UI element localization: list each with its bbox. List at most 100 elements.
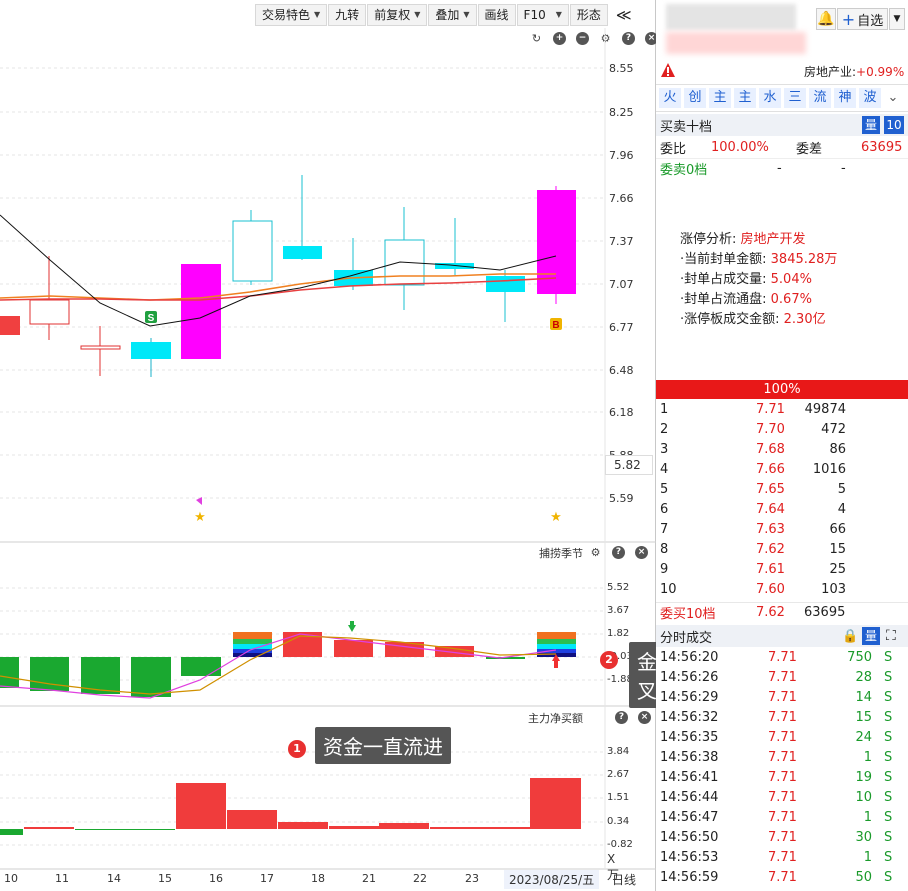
- date-tick: 15: [158, 872, 172, 885]
- jiuzhuan-button[interactable]: 九转: [328, 4, 367, 26]
- trade-volume: 24: [855, 730, 872, 745]
- ma-line-orange: [0, 273, 556, 301]
- weibi-row: 委比 100.00% 委差 63695: [660, 139, 903, 157]
- trade-row: 14:56:32 7.71 15 S: [656, 709, 908, 729]
- fuquan-dropdown[interactable]: 前复权 ▼: [367, 4, 428, 26]
- trade-volume: 750: [847, 650, 872, 665]
- indicator1-controls: ⚙ ? ×: [583, 546, 648, 559]
- tag[interactable]: 波: [859, 88, 881, 108]
- zoom-out-icon[interactable]: −: [576, 32, 589, 45]
- trade-time: 14:56:38: [660, 750, 719, 765]
- bid-volume: 25: [829, 562, 846, 577]
- bid-price: 7.65: [756, 482, 785, 497]
- trade-row: 14:56:38 7.71 1 S: [656, 749, 908, 769]
- bell-icon[interactable]: 🔔: [816, 8, 836, 30]
- gear-icon[interactable]: ⚙: [590, 546, 601, 559]
- bid-level-row[interactable]: 5 7.65 5: [656, 480, 908, 500]
- bid-level-row[interactable]: 8 7.62 15: [656, 540, 908, 560]
- industry-info[interactable]: 房地产业:+0.99%: [804, 65, 905, 79]
- date-tick: 16: [209, 872, 223, 885]
- trade-time: 14:56:32: [660, 710, 719, 725]
- order-book-header: 买卖十档 量 10: [656, 114, 908, 136]
- zoom-in-icon[interactable]: +: [553, 32, 566, 45]
- trade-price: 7.71: [768, 670, 797, 685]
- bid-level-row[interactable]: 4 7.66 1016: [656, 460, 908, 480]
- bid-level-row[interactable]: 9 7.61 25: [656, 560, 908, 580]
- level-selector[interactable]: 10: [884, 116, 904, 134]
- lock-icon[interactable]: 🔒: [842, 628, 859, 644]
- date-tick: 21: [362, 872, 376, 885]
- tag[interactable]: 神: [834, 88, 856, 108]
- candle: [486, 276, 525, 292]
- blurred-stock-price: [666, 32, 806, 54]
- bid-level-row[interactable]: 3 7.68 86: [656, 440, 908, 460]
- trade-time: 14:56:44: [660, 790, 719, 805]
- f10-dropdown[interactable]: F10 ▼: [516, 4, 569, 26]
- ma-line-red: [0, 277, 557, 301]
- close-icon[interactable]: ×: [638, 711, 651, 724]
- trade-volume: 50: [855, 870, 872, 885]
- add-watchlist-button[interactable]: + 自选: [837, 8, 888, 30]
- bid-price: 7.62: [756, 542, 785, 557]
- bid-level-num: 7: [660, 522, 669, 537]
- trade-price: 7.71: [768, 830, 797, 845]
- tag[interactable]: 水: [759, 88, 781, 108]
- bid-level-row[interactable]: 10 7.60 103: [656, 580, 908, 600]
- close-icon[interactable]: ×: [645, 32, 658, 45]
- tag[interactable]: 主: [709, 88, 731, 108]
- watchlist-dropdown[interactable]: ▼: [889, 8, 905, 30]
- draw-line-button[interactable]: 画线: [477, 4, 516, 26]
- indicator1-tick: 5.52: [607, 582, 630, 593]
- trade-time: 14:56:20: [660, 650, 719, 665]
- trade-feature-dropdown[interactable]: 交易特色 ▼: [255, 4, 328, 26]
- kline-chart-area[interactable]: 交易特色▼ 九转 前复权▼ 叠加▼ 画线 F10▼ 形态 ≪ ↻ + − ⚙ ?…: [0, 0, 665, 891]
- help-icon[interactable]: ?: [615, 711, 628, 724]
- candle: [537, 190, 576, 294]
- bid-level-row[interactable]: 7 7.63 66: [656, 520, 908, 540]
- date-tick: 11: [55, 872, 69, 885]
- bid-price: 7.63: [756, 522, 785, 537]
- expand-icon[interactable]: ⌄: [887, 90, 899, 105]
- trade-price: 7.71: [768, 710, 797, 725]
- volume-toggle-icon[interactable]: 量: [862, 627, 880, 645]
- bid-level-row[interactable]: 2 7.70 472: [656, 420, 908, 440]
- tag[interactable]: 火: [659, 88, 681, 108]
- help-icon[interactable]: ?: [612, 546, 625, 559]
- bid-level-row[interactable]: 6 7.64 4: [656, 500, 908, 520]
- buy-signal-icon: [550, 318, 562, 330]
- collapse-panel-button[interactable]: ≪: [608, 4, 639, 26]
- price-tick: 5.59: [609, 492, 634, 505]
- tag[interactable]: 创: [684, 88, 706, 108]
- volume-toggle-icon[interactable]: 量: [862, 116, 880, 134]
- bid-volume: 86: [829, 442, 846, 457]
- candlesticks: [0, 175, 576, 377]
- price-tick: 8.55: [609, 62, 634, 75]
- price-tick: 6.77: [609, 321, 634, 334]
- price-tick: 7.66: [609, 192, 634, 205]
- bid-level-row[interactable]: 1 7.71 49874: [656, 400, 908, 420]
- tag[interactable]: 主: [734, 88, 756, 108]
- help-icon[interactable]: ?: [622, 32, 635, 45]
- trade-row: 14:56:59 7.71 50 S: [656, 869, 908, 889]
- trade-volume: 1: [863, 750, 872, 765]
- bid-volume: 15: [829, 542, 846, 557]
- trade-price: 7.71: [768, 870, 797, 885]
- pattern-button[interactable]: 形态: [569, 4, 608, 26]
- fullscreen-icon[interactable]: ⛶: [886, 628, 896, 644]
- close-icon[interactable]: ×: [635, 546, 648, 559]
- trade-side: S: [884, 810, 893, 825]
- period-label[interactable]: 日线: [612, 873, 637, 887]
- caret-down-icon: ▼: [414, 10, 421, 19]
- overlay-dropdown[interactable]: 叠加 ▼: [428, 4, 477, 26]
- tag[interactable]: 流: [809, 88, 831, 108]
- plus-icon: +: [841, 9, 856, 29]
- date-tick: 22: [413, 872, 427, 885]
- candle: [80, 345, 121, 350]
- indicator1-tick: -0.03: [607, 651, 633, 662]
- refresh-icon[interactable]: ↻: [531, 32, 542, 45]
- candle: [435, 263, 474, 269]
- trade-row: 14:56:35 7.71 24 S: [656, 729, 908, 749]
- trade-side: S: [884, 850, 893, 865]
- trade-time: 14:56:41: [660, 770, 719, 785]
- tag[interactable]: 三: [784, 88, 806, 108]
